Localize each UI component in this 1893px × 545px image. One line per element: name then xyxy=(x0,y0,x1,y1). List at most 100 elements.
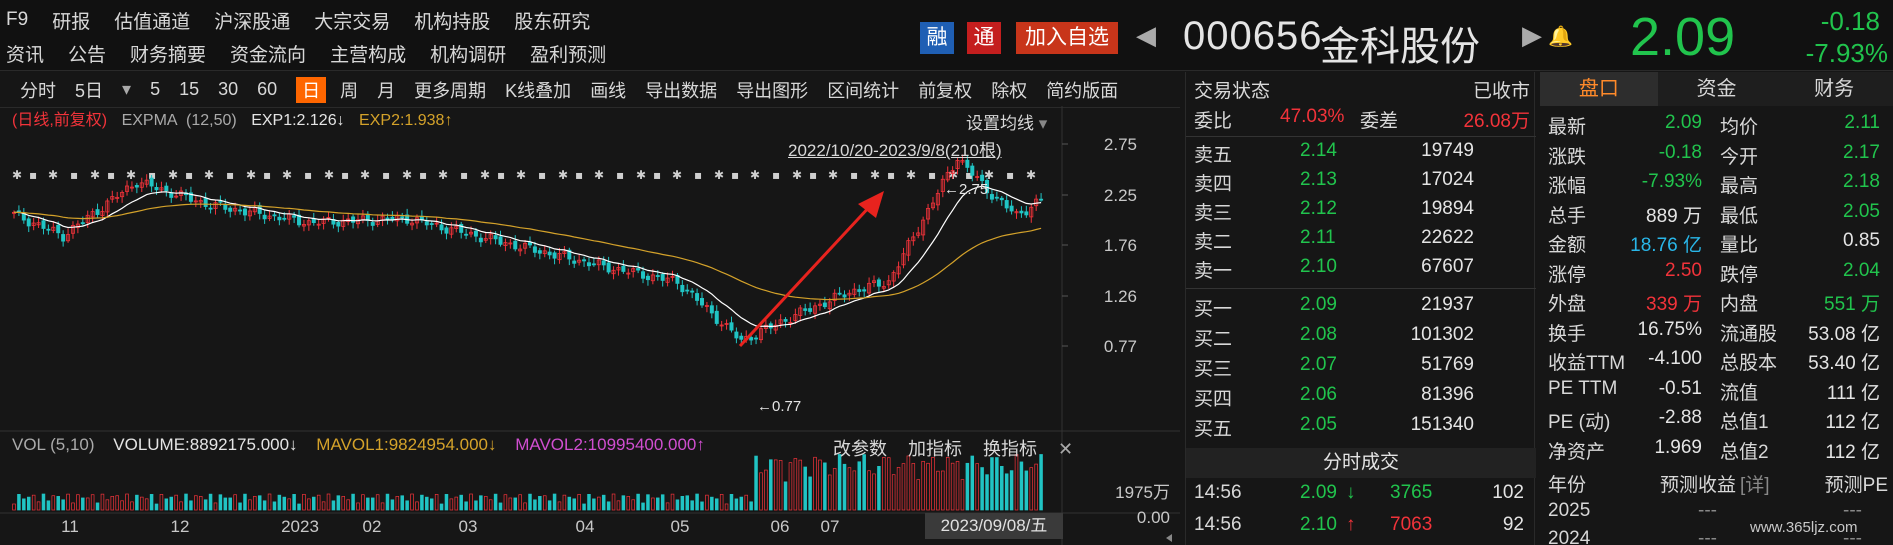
tab-capital[interactable]: 资金 xyxy=(1696,78,1737,100)
candle-body xyxy=(282,217,287,220)
add-indicator-button[interactable]: 加指标 xyxy=(908,439,963,459)
event-marker-icon: ✱ xyxy=(438,168,448,182)
more-periods-button[interactable]: 更多周期 xyxy=(414,80,487,101)
volume-bar xyxy=(906,455,911,511)
candle-body xyxy=(955,160,960,170)
nav-inst-holding[interactable]: 机构持股 xyxy=(414,11,491,33)
nav-business[interactable]: 主营构成 xyxy=(330,44,407,66)
nav-row-2: 资讯 公告 财务摘要 资金流向 主营构成 机构调研 盈利预测 xyxy=(6,38,630,68)
close-icon[interactable]: ✕ xyxy=(1058,439,1074,459)
period-5min[interactable]: 5 xyxy=(150,79,161,99)
candle-body xyxy=(488,233,493,240)
candle-body xyxy=(975,176,980,178)
bid-price: 2.07 xyxy=(1300,354,1337,375)
dropdown-icon[interactable]: ▾ xyxy=(122,79,132,99)
nav-f9[interactable]: F9 xyxy=(6,9,29,30)
forecast-detail-link[interactable]: [详] xyxy=(1740,475,1770,496)
date-range-label[interactable]: 2022/10/20-2023/9/8(210根) xyxy=(788,141,1002,160)
candle-body xyxy=(586,262,591,267)
volume-bar xyxy=(832,468,837,511)
event-marker-icon: ▪ xyxy=(616,168,624,182)
nav-hsgt[interactable]: 沪深股通 xyxy=(214,11,291,33)
nav-valuation[interactable]: 估值通道 xyxy=(114,11,191,33)
forecast-eps-head: 预测收益 xyxy=(1660,475,1737,496)
tab-finance[interactable]: 财务 xyxy=(1814,78,1855,100)
nav-inst-survey[interactable]: 机构调研 xyxy=(430,44,507,66)
volume-bar xyxy=(1014,454,1019,511)
quote-label: 收益TTM xyxy=(1548,353,1626,374)
weibi-row: 委比 47.03% 委差 26.08万 xyxy=(1194,106,1530,136)
candle-body xyxy=(577,259,582,263)
kline-overlay-button[interactable]: K线叠加 xyxy=(505,80,572,101)
quote-label: 今开 xyxy=(1720,146,1759,168)
kline-chart[interactable]: ✱ ▪ ✱ ▪ ✱ ▪ ✱ ▪ ✱ ▪ ✱ ▪ ✱ ▪ ✱ ▪ ✱ ▪ ✱ ▪ ✱ ▪ ✱ ▪ ✱ ▪ ✱ ▪ ✱ ▪ ✱ ▪ ✱ ▪ ✱ ▪ ✱ ▪ ✱ ▪… xyxy=(0,106,1180,545)
period-5day[interactable]: 5日 xyxy=(75,80,104,101)
add-watchlist-button[interactable]: 加入自选 xyxy=(1016,22,1118,54)
volume-bar xyxy=(361,494,365,511)
period-week[interactable]: 周 xyxy=(340,80,359,101)
volume-bar xyxy=(882,457,886,511)
export-data-button[interactable]: 导出数据 xyxy=(645,80,718,101)
export-image-button[interactable]: 导出图形 xyxy=(736,80,809,101)
nav-profit-forecast[interactable]: 盈利预测 xyxy=(530,44,607,66)
volume-bar xyxy=(1029,467,1034,511)
volume-bar xyxy=(646,494,650,511)
range-stats-button[interactable]: 区间统计 xyxy=(827,80,900,101)
candle-body xyxy=(709,305,714,314)
ask-price: 2.12 xyxy=(1300,198,1337,219)
volume-bar xyxy=(287,498,291,511)
period-month[interactable]: 月 xyxy=(377,80,396,101)
simple-layout-button[interactable]: 简约版面 xyxy=(1046,80,1119,101)
event-marker-icon: ✱ xyxy=(90,168,100,182)
nav-news[interactable]: 资讯 xyxy=(6,44,45,66)
nav-notice[interactable]: 公告 xyxy=(68,44,107,66)
prev-stock-icon[interactable]: ◀ xyxy=(1136,20,1156,50)
forecast-pe-head: 预测PE xyxy=(1824,475,1888,496)
volume-bar xyxy=(488,499,493,511)
candle-body xyxy=(773,324,778,331)
event-marker-icon: ✱ xyxy=(828,168,838,182)
set-ma-button[interactable]: 设置均线 ▾ xyxy=(966,114,1048,133)
next-stock-icon[interactable]: ▶ xyxy=(1522,20,1542,50)
connect-badge[interactable]: 通 xyxy=(967,22,1001,54)
tick-price: 2.10 xyxy=(1300,514,1337,535)
period-day[interactable]: 日 xyxy=(296,76,327,103)
nav-research[interactable]: 研报 xyxy=(52,11,91,33)
candle-body xyxy=(277,216,282,221)
forward-adjust-button[interactable]: 前复权 xyxy=(918,80,973,101)
quote-value: 1.969 xyxy=(1654,436,1702,458)
period-intraday[interactable]: 分时 xyxy=(20,80,56,101)
period-15min[interactable]: 15 xyxy=(179,79,200,99)
period-60min[interactable]: 60 xyxy=(257,79,278,99)
draw-line-button[interactable]: 画线 xyxy=(590,80,627,101)
candle-body xyxy=(714,310,719,324)
edit-params-button[interactable]: 改参数 xyxy=(833,439,887,459)
candle-body xyxy=(134,185,139,188)
candle-body xyxy=(66,234,71,242)
candle-body xyxy=(75,223,80,228)
candle-body xyxy=(478,237,483,243)
nav-block-trade[interactable]: 大宗交易 xyxy=(314,11,391,33)
nav-fin-summary[interactable]: 财务摘要 xyxy=(130,44,207,66)
tab-pankou[interactable]: 盘口 xyxy=(1540,72,1658,106)
candle-body xyxy=(788,321,793,324)
switch-indicator-button[interactable]: 换指标 xyxy=(983,439,1038,459)
alert-bell-icon[interactable]: 🔔 xyxy=(1548,26,1573,48)
margin-badge[interactable]: 融 xyxy=(920,22,954,54)
volume-bar xyxy=(960,479,965,511)
bid-volume: 81396 xyxy=(1421,384,1474,405)
volume-bar xyxy=(823,462,827,511)
period-30min[interactable]: 30 xyxy=(218,79,239,99)
volume-bar xyxy=(154,503,159,511)
bid-volume: 21937 xyxy=(1421,294,1474,315)
quote-value: 2.11 xyxy=(1844,112,1880,133)
volume-bar xyxy=(429,498,434,511)
volume-bar xyxy=(449,498,454,511)
nav-shareholder[interactable]: 股东研究 xyxy=(514,11,591,33)
volume-bar xyxy=(331,500,336,511)
candle-body xyxy=(601,260,606,266)
ex-right-button[interactable]: 除权 xyxy=(991,80,1028,101)
candle-body xyxy=(444,227,449,234)
quote-label: 总值1 xyxy=(1720,412,1769,433)
nav-fund-flow[interactable]: 资金流向 xyxy=(230,44,307,66)
